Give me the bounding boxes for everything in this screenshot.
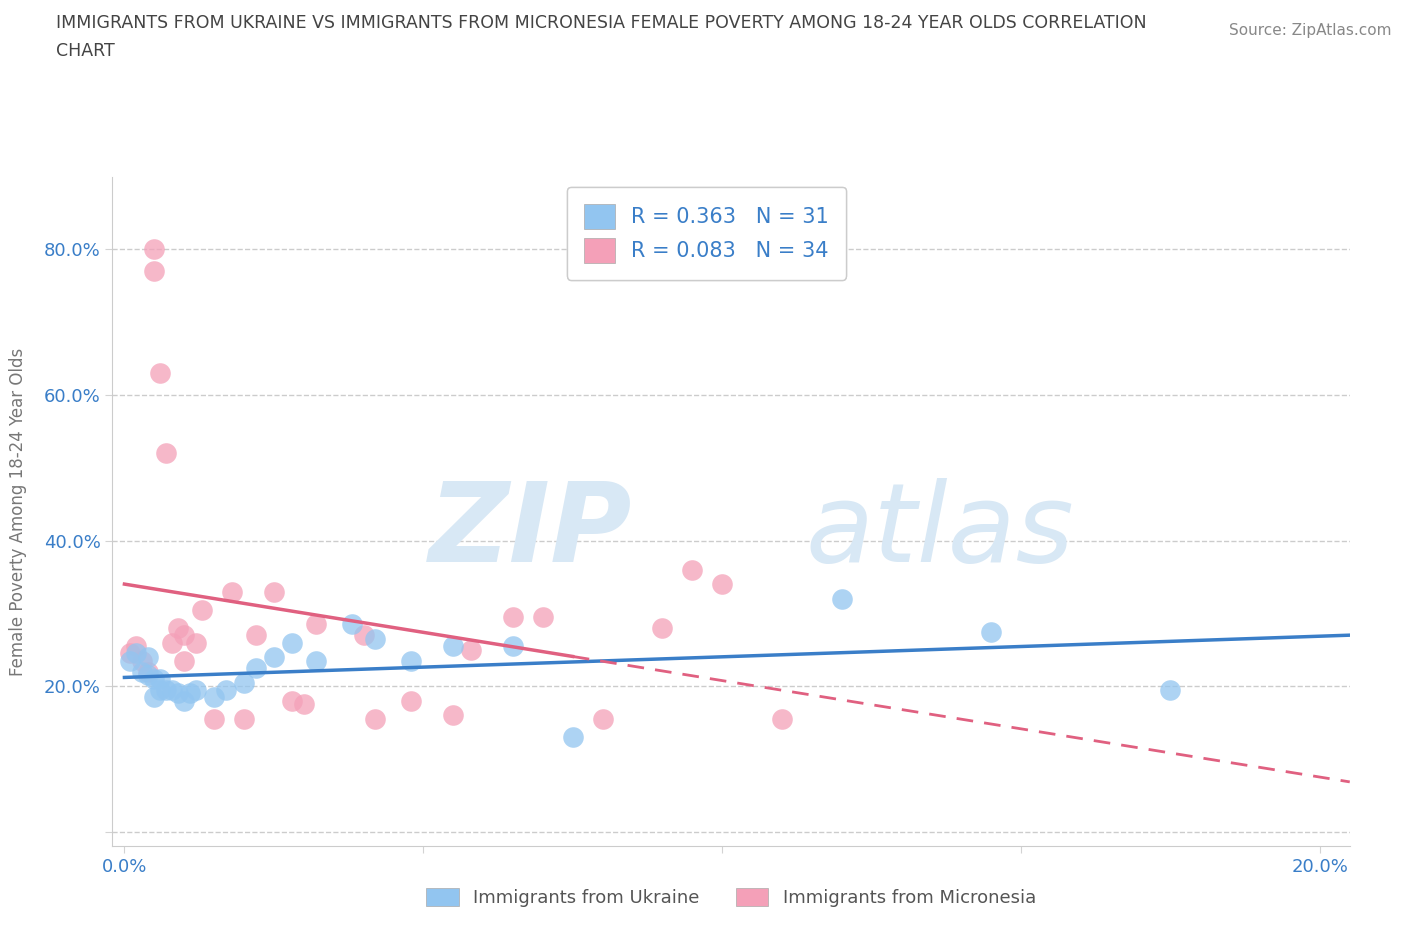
Point [186, 683, 208, 698]
Point [561, 730, 583, 745]
Point [831, 591, 853, 606]
Point [143, 264, 166, 279]
Y-axis label: Female Poverty Among 18-24 Year Olds: Female Poverty Among 18-24 Year Olds [8, 348, 27, 675]
Point [167, 620, 190, 635]
Point [155, 445, 177, 460]
Point [681, 563, 703, 578]
Point [531, 609, 554, 624]
Point [131, 653, 153, 668]
Point [120, 653, 142, 668]
Point [245, 628, 267, 643]
Point [167, 686, 190, 701]
Point [221, 584, 243, 599]
Point [138, 668, 160, 683]
Point [162, 635, 184, 650]
Point [281, 693, 304, 708]
Point [173, 653, 195, 668]
Point [364, 631, 387, 646]
Point [143, 671, 166, 686]
Point [186, 635, 208, 650]
Point [202, 690, 225, 705]
Point [149, 683, 172, 698]
Point [441, 639, 464, 654]
Point [202, 711, 225, 726]
Point [179, 686, 201, 701]
Point [353, 628, 375, 643]
Point [292, 697, 315, 711]
Point [162, 683, 184, 698]
Point [155, 683, 177, 698]
Text: CHART: CHART [56, 42, 115, 60]
Point [143, 690, 166, 705]
Text: ZIP: ZIP [429, 478, 633, 585]
Point [1159, 683, 1181, 698]
Point [143, 242, 166, 257]
Point [173, 628, 195, 643]
Point [138, 650, 160, 665]
Point [711, 577, 734, 591]
Point [592, 711, 614, 726]
Point [191, 603, 214, 618]
Point [125, 639, 148, 654]
Point [441, 708, 464, 723]
Point [125, 646, 148, 661]
Point [138, 664, 160, 679]
Point [502, 639, 524, 654]
Legend: Immigrants from Ukraine, Immigrants from Micronesia: Immigrants from Ukraine, Immigrants from… [418, 879, 1045, 916]
Text: IMMIGRANTS FROM UKRAINE VS IMMIGRANTS FROM MICRONESIA FEMALE POVERTY AMONG 18-24: IMMIGRANTS FROM UKRAINE VS IMMIGRANTS FR… [56, 14, 1147, 32]
Point [233, 675, 256, 690]
Point [401, 693, 423, 708]
Point [401, 653, 423, 668]
Point [980, 624, 1002, 639]
Legend: R = 0.363   N = 31, R = 0.083   N = 34: R = 0.363 N = 31, R = 0.083 N = 34 [567, 187, 846, 280]
Point [651, 620, 673, 635]
Point [120, 646, 142, 661]
Point [263, 650, 285, 665]
Point [305, 653, 328, 668]
Point [340, 617, 363, 631]
Point [149, 671, 172, 686]
Point [149, 365, 172, 380]
Point [770, 711, 793, 726]
Point [233, 711, 256, 726]
Point [131, 664, 153, 679]
Point [502, 609, 524, 624]
Point [364, 711, 387, 726]
Point [263, 584, 285, 599]
Point [215, 683, 238, 698]
Point [173, 693, 195, 708]
Point [281, 635, 304, 650]
Text: Source: ZipAtlas.com: Source: ZipAtlas.com [1229, 23, 1392, 38]
Point [460, 643, 482, 658]
Point [305, 617, 328, 631]
Point [245, 660, 267, 675]
Text: atlas: atlas [806, 478, 1074, 585]
